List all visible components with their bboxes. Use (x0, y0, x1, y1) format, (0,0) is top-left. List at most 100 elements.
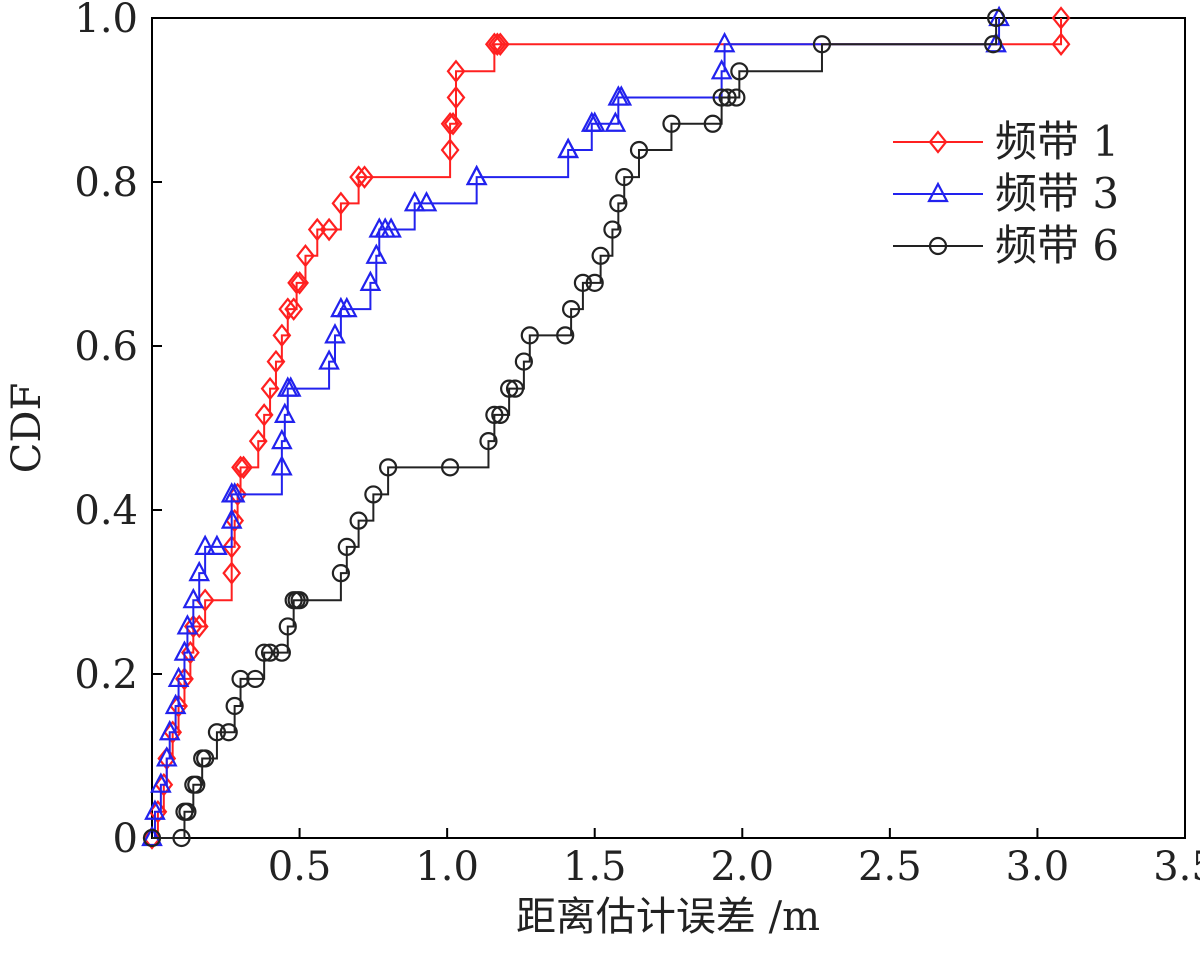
data-point (144, 799, 166, 820)
data-point (335, 296, 358, 318)
data-point (248, 429, 268, 453)
series-2 (141, 5, 1010, 847)
data-point (585, 273, 604, 292)
data-point (379, 458, 398, 477)
y-tick-label: 0.4 (74, 488, 138, 534)
x-tick-label: 2.0 (710, 844, 774, 890)
data-point (710, 58, 733, 80)
y-tick-label: 0.6 (74, 324, 138, 370)
data-point (223, 482, 246, 503)
data-point (491, 405, 510, 424)
legend-item: 频带 1 (893, 117, 1119, 166)
data-point (222, 561, 242, 585)
data-point (556, 326, 575, 345)
data-point (712, 88, 731, 107)
series-line (152, 18, 1001, 839)
data-point (178, 802, 197, 821)
data-point (319, 217, 339, 242)
data-point (222, 535, 242, 559)
legend-label: 频带 6 (995, 221, 1119, 270)
data-point (260, 643, 280, 662)
data-point (583, 111, 606, 132)
data-point (246, 669, 265, 689)
data-point (271, 428, 293, 450)
data-point (349, 511, 368, 530)
legend-marker (928, 130, 948, 154)
data-point (479, 432, 498, 451)
data-point (150, 772, 172, 793)
data-point (278, 297, 298, 321)
data-point (272, 323, 292, 348)
data-point (485, 405, 504, 424)
data-point (176, 614, 199, 635)
data-point (500, 379, 519, 398)
data-point (231, 455, 250, 480)
plot-area (151, 17, 1186, 839)
data-point (487, 32, 507, 57)
x-tick-label: 1.0 (415, 844, 479, 890)
data-point (172, 828, 191, 848)
data-point (615, 167, 634, 187)
x-tick-label: 0.5 (268, 844, 332, 890)
data-point (206, 534, 228, 556)
data-point (142, 828, 162, 848)
data-point (987, 8, 1006, 28)
data-point (603, 220, 622, 239)
data-point (234, 455, 253, 480)
y-tick-label: 0 (113, 816, 138, 862)
data-point (158, 719, 181, 741)
data-point (324, 322, 346, 344)
data-point (440, 112, 460, 136)
y-tick-label: 0.8 (74, 160, 138, 206)
data-point (183, 614, 203, 639)
data-point (514, 352, 533, 371)
data-point (604, 111, 627, 132)
data-point (415, 190, 438, 212)
data-point (260, 376, 280, 401)
data-point (290, 271, 309, 295)
x-tick-label: 1.5 (563, 844, 627, 890)
data-point (318, 349, 340, 370)
data-point (279, 376, 302, 397)
legend-label: 频带 1 (995, 117, 1119, 166)
data-point (287, 271, 307, 295)
data-point (231, 669, 250, 689)
y-axis-title: CDF (4, 383, 50, 473)
data-point (349, 165, 369, 189)
x-tick-label: 3.0 (1006, 844, 1070, 890)
data-point (557, 137, 579, 159)
data-point (1051, 6, 1071, 30)
data-point (331, 191, 351, 216)
data-point (443, 112, 463, 136)
data-point (182, 587, 205, 609)
data-point (562, 300, 581, 319)
data-point (273, 402, 296, 423)
data-point (180, 640, 200, 665)
legend: 频带 1频带 3频带 6 (893, 117, 1119, 270)
data-point (484, 32, 504, 57)
legend-item: 频带 6 (893, 221, 1119, 270)
data-point (355, 165, 374, 189)
data-point (365, 243, 388, 264)
data-point (520, 326, 539, 345)
data-point (331, 564, 350, 583)
data-point (730, 62, 749, 81)
x-tick-label: 3.5 (1153, 844, 1200, 890)
data-point (446, 85, 466, 110)
series-line (152, 18, 998, 839)
axes-frame (151, 17, 1186, 839)
legend-item: 频带 3 (893, 169, 1119, 218)
legend-marker (927, 181, 949, 203)
data-point (359, 270, 382, 291)
data-point (194, 534, 216, 556)
data-point (703, 114, 722, 133)
data-point (255, 643, 274, 662)
series-3 (142, 8, 1006, 848)
data-point (505, 379, 525, 398)
data-point (164, 693, 187, 715)
data-point (629, 140, 649, 160)
data-point (225, 696, 244, 716)
data-point (403, 190, 426, 212)
x-axis-title: 距离估计误差 /m (516, 894, 820, 940)
